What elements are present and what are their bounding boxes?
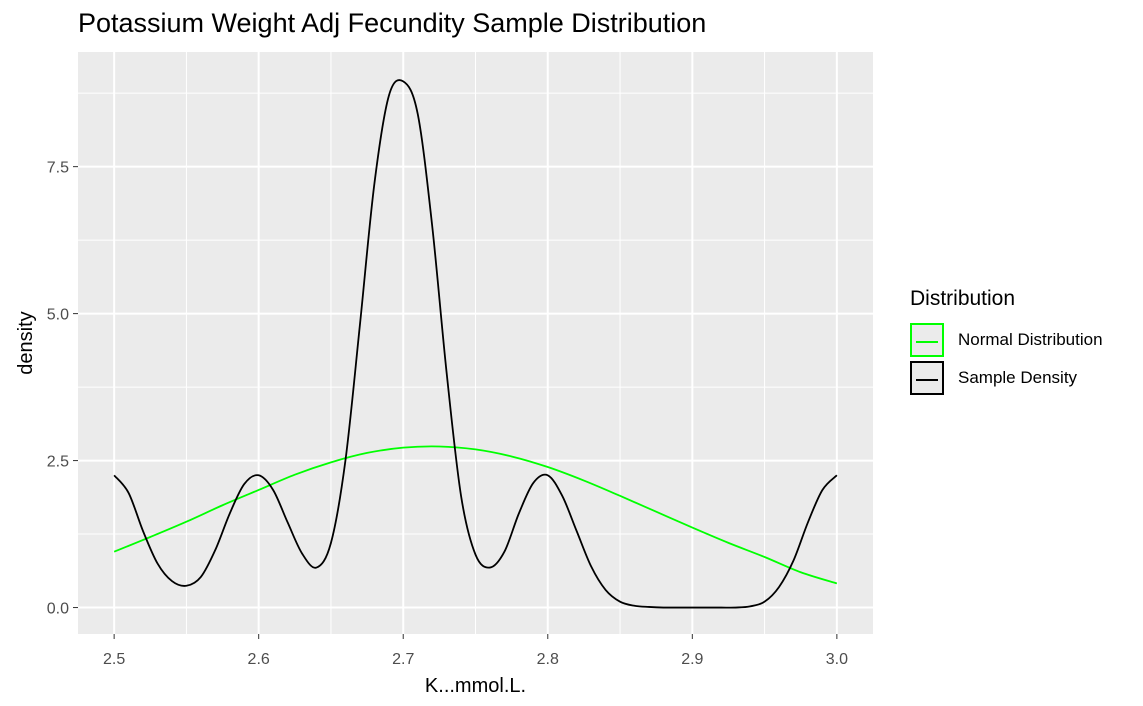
x-axis-title: K...mmol.L. — [425, 675, 526, 697]
series-layer — [113, 79, 838, 609]
legend-key-normal-distribution — [910, 323, 944, 357]
x-tick-label: 2.6 — [248, 651, 270, 668]
x-tick-label: 2.7 — [392, 651, 414, 668]
x-tick-label: 3.0 — [826, 651, 848, 668]
y-tick-label: 5.0 — [47, 307, 69, 324]
legend-title: Distribution — [910, 287, 1016, 310]
normal-distribution-line — [113, 445, 838, 585]
x-axis: 2.5 2.6 2.7 2.8 2.9 3.0 — [103, 634, 848, 668]
y-tick-label: 2.5 — [47, 454, 69, 471]
y-tick-label: 0.0 — [47, 601, 69, 618]
y-axis: 0.0 2.5 5.0 7.5 — [47, 160, 78, 618]
legend: Distribution Normal Distribution Sample … — [910, 287, 1103, 397]
y-axis-title: density — [15, 311, 37, 374]
x-tick-label: 2.5 — [103, 651, 125, 668]
legend-key-sample-density — [910, 361, 944, 395]
legend-item-sample-density: Sample Density — [910, 359, 1103, 397]
sample-density-line — [113, 79, 838, 609]
x-tick-label: 2.8 — [537, 651, 559, 668]
y-tick-label: 7.5 — [47, 160, 69, 177]
legend-label-sample-density: Sample Density — [958, 368, 1078, 387]
x-tick-label: 2.9 — [681, 651, 703, 668]
legend-label-normal-distribution: Normal Distribution — [958, 330, 1103, 349]
minor-gridlines — [78, 52, 873, 634]
legend-item-normal-distribution: Normal Distribution — [910, 321, 1103, 359]
chart-title: Potassium Weight Adj Fecundity Sample Di… — [78, 8, 707, 38]
